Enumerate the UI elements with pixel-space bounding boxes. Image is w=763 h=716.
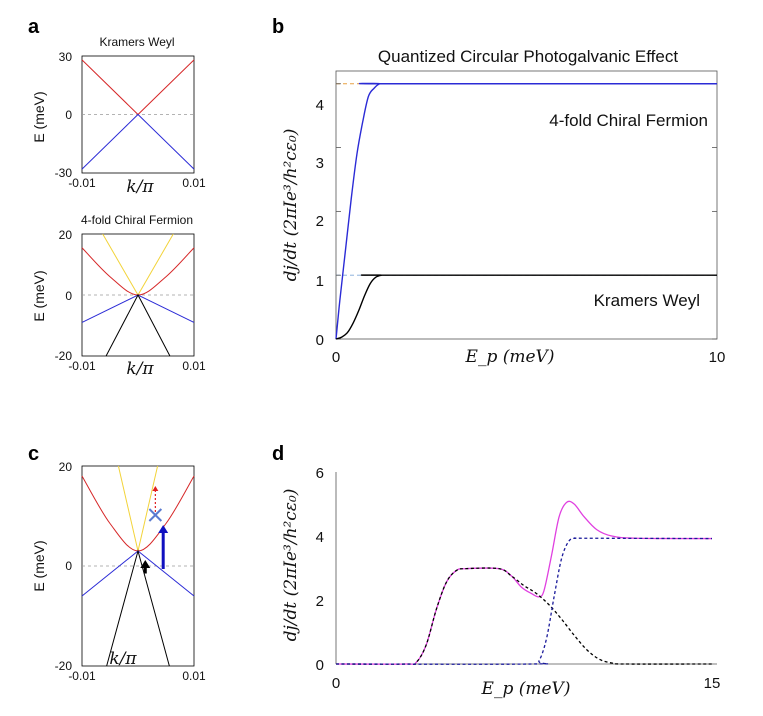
c-transition-arrow-1-head <box>158 525 169 533</box>
chart-a1-ytick-top: 30 <box>59 50 73 64</box>
chart-a2-xlabel: k/π <box>126 359 154 379</box>
chart-a2-series <box>81 233 195 357</box>
chart-c-ytick-top: 20 <box>59 460 73 474</box>
panel-label-c: c <box>28 443 39 465</box>
c-transition-arrow-0-head <box>140 560 151 568</box>
chart-a2-xtick-left: -0.01 <box>68 359 96 373</box>
chart-a2-ytick-top: 20 <box>59 228 73 242</box>
chart-d-xtick-right: 15 <box>704 675 721 692</box>
chart-a2-ytick-mid: 0 <box>65 289 72 303</box>
c-series-3-line <box>106 549 170 667</box>
chart-b-title: Quantized Circular Photogalvanic Effect <box>378 47 678 66</box>
a2-series-0-line <box>102 233 174 296</box>
chart-c: 20 0 -20 -0.01 0.01 E (meV) k/π <box>31 460 206 683</box>
c-blocked-transition-cross <box>148 508 163 522</box>
chart-a1-ylabel: E (meV) <box>31 91 47 142</box>
chart-b-xlabel: E_p (meV) <box>465 347 555 367</box>
chart-b-ytick-1: 1 <box>316 273 324 290</box>
chart-a1-xlabel: k/π <box>126 177 154 197</box>
b-series-0-line <box>335 82 717 340</box>
chart-a1-title: Kramers Weyl <box>99 35 174 49</box>
a2-series-3-line <box>105 293 171 357</box>
chart-b-ytick-4: 4 <box>316 97 324 114</box>
chart-b-xtick-left: 0 <box>332 349 340 366</box>
panel-label-a: a <box>28 16 40 38</box>
chart-b-series <box>335 82 717 340</box>
chart-a2-ytick-bottom: -20 <box>55 349 73 363</box>
chart-c-series <box>81 465 195 667</box>
d-series-2-line <box>335 537 713 665</box>
c-series-1-line <box>81 475 195 552</box>
a1-series-0-line <box>81 59 195 116</box>
chart-a1-ytick-bottom: -30 <box>55 166 73 180</box>
chart-d-ytick-6: 6 <box>316 465 324 482</box>
chart-b-ytick-2: 2 <box>316 213 324 230</box>
chart-a2: 4-fold Chiral Fermion 20 0 -20 -0.01 0.0… <box>31 213 206 379</box>
chart-c-transitions <box>140 486 169 574</box>
chart-d-ylabel: dj/dt (2πIe³/h²cε₀) <box>281 489 301 642</box>
chart-d-xtick-left: 0 <box>332 675 340 692</box>
chart-c-ytick-mid: 0 <box>65 559 72 573</box>
chart-d-xlabel: E_p (meV) <box>481 679 571 699</box>
chart-a2-ylabel: E (meV) <box>31 270 47 321</box>
chart-a2-xtick-right: 0.01 <box>182 359 206 373</box>
chart-c-ytick-bottom: -20 <box>55 659 73 673</box>
chart-b-xtick-right: 10 <box>709 349 726 366</box>
c-series-2-line <box>81 550 195 597</box>
d-series-1-line <box>335 567 713 665</box>
chart-b-annotation-kramers: Kramers Weyl <box>594 291 700 310</box>
c-series-0-line <box>117 465 159 552</box>
chart-c-ylabel: E (meV) <box>31 540 47 591</box>
chart-d-ytick-2: 2 <box>316 593 324 610</box>
chart-d-ytick-4: 4 <box>316 529 324 546</box>
chart-c-xtick-left: -0.01 <box>68 669 96 683</box>
chart-c-xtick-right: 0.01 <box>182 669 206 683</box>
chart-b-frame <box>335 70 718 340</box>
a1-series-1-line <box>81 113 195 170</box>
chart-c-xlabel: k/π <box>109 649 137 669</box>
chart-a1-series <box>81 59 195 170</box>
chart-d: 6 4 2 0 0 15 E_p (meV) dj/dt (2πIe³/h²cε… <box>281 465 720 699</box>
chart-a1: Kramers Weyl 30 0 -30 -0.01 0.01 E (meV)… <box>31 35 206 197</box>
b-series-1-line <box>335 274 717 340</box>
chart-d-ytick-0: 0 <box>316 657 324 674</box>
chart-a2-title: 4-fold Chiral Fermion <box>81 213 193 227</box>
chart-b-ytick-0: 0 <box>316 332 324 349</box>
chart-b-ylabel: dj/dt (2πIe³/h²cε₀) <box>281 129 301 282</box>
chart-b-ytick-3: 3 <box>316 155 324 172</box>
panel-label-b: b <box>272 16 284 38</box>
chart-d-series <box>335 500 713 665</box>
chart-a1-xtick-right: 0.01 <box>182 176 206 190</box>
c-transition-arrow-2-head <box>152 486 159 491</box>
chart-a1-xtick-left: -0.01 <box>68 176 96 190</box>
d-series-0-line <box>335 500 713 665</box>
panel-label-d: d <box>272 443 284 465</box>
a2-series-1-line <box>81 247 195 296</box>
chart-a1-ytick-mid: 0 <box>65 108 72 122</box>
a2-series-2-line <box>81 294 195 323</box>
chart-b-annotation-chiral: 4-fold Chiral Fermion <box>549 111 708 130</box>
chart-b: Quantized Circular Photogalvanic Effect … <box>281 47 725 367</box>
